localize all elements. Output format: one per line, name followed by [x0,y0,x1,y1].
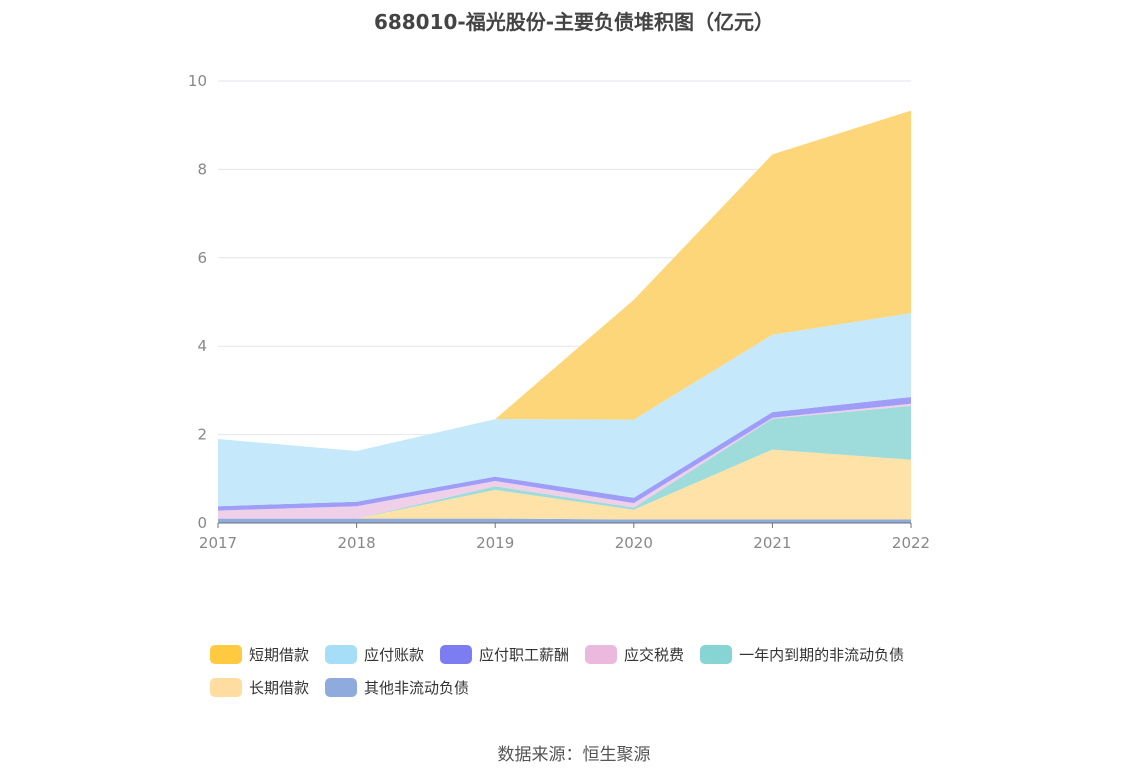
x-tick-label: 2021 [753,534,791,552]
x-tick-label: 2020 [615,534,653,552]
legend-label: 应付职工薪酬 [479,646,570,664]
legend-swatch [700,645,733,664]
y-tick-label: 8 [197,160,207,178]
y-tick-label: 2 [197,426,207,444]
legend-item[interactable]: 应付账款 [325,644,424,665]
axes: 0 2 4 6 8 10 2017 2018 2019 2020 2021 2022 [188,72,930,552]
area-应交税费 [218,403,911,519]
stacked-area-chart: 0 2 4 6 8 10 2017 2018 2019 2020 2021 2022 [188,72,930,552]
legend-swatch [585,645,618,664]
area-短期借款 [218,110,911,451]
legend-item[interactable]: 应交税费 [585,644,684,665]
legend-swatch [210,645,242,664]
x-tick-label: 2017 [199,534,237,552]
legend-item[interactable]: 短期借款 [210,644,309,665]
legend-label: 应付账款 [364,646,425,664]
legend-row: 长期借款 其他非流动负债 [210,671,970,704]
legend-item[interactable]: 其他非流动负债 [325,677,469,698]
legend-item[interactable]: 应付职工薪酬 [440,644,569,665]
area-series-layer [218,110,911,523]
legend-label: 一年内到期的非流动负债 [739,646,905,664]
legend-swatch [325,645,358,664]
y-tick-label: 4 [197,337,207,355]
area-其他非流动负债 [218,518,911,523]
y-tick-label: 6 [197,249,207,267]
legend-label: 其他非流动负债 [364,679,470,697]
x-tick-label: 2022 [892,534,930,552]
legend-item[interactable]: 长期借款 [210,677,309,698]
legend-row: 短期借款 应付账款 应付职工薪酬 应交税费 一年内到期的非流动负债 [210,638,970,671]
area-应付职工薪酬 [218,397,911,511]
legend: 短期借款 应付账款 应付职工薪酬 应交税费 一年内到期的非流动负债长期借款 其他非流动负债 [210,638,970,704]
legend-label: 应交税费 [624,646,685,664]
chart-title: 688010-福光股份-主要负债堆积图（亿元） [373,10,775,34]
y-tick-label: 10 [188,72,207,90]
legend-swatch [210,678,242,697]
y-tick-label: 0 [197,514,207,532]
area-应付账款 [218,313,911,507]
legend-label: 长期借款 [249,679,310,697]
x-tick-label: 2019 [476,534,514,552]
area-长期借款 [218,449,911,520]
legend-swatch [325,678,358,697]
x-tick-label: 2018 [338,534,376,552]
area-一年内到期的非流动负债 [218,405,911,519]
data-source-note: 数据来源：恒生聚源 [497,745,651,765]
legend-item[interactable]: 一年内到期的非流动负债 [700,644,904,665]
legend-label: 短期借款 [249,646,310,664]
legend-swatch [440,645,473,664]
